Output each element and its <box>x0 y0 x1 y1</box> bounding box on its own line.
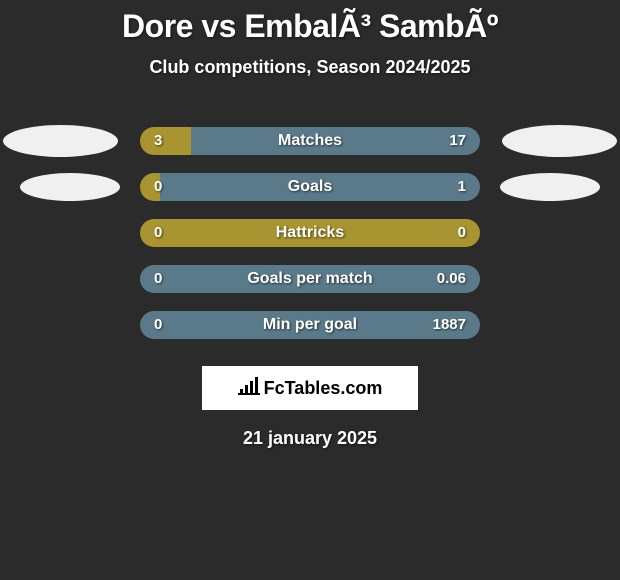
logo-text: FcTables.com <box>238 377 383 400</box>
stat-row: 0Goals1 <box>0 164 620 210</box>
stat-row: 0Goals per match0.06 <box>0 256 620 302</box>
stat-value-right: 0 <box>458 219 466 247</box>
stat-value-right: 1887 <box>433 311 466 339</box>
subtitle: Club competitions, Season 2024/2025 <box>0 57 620 78</box>
stat-value-right: 17 <box>449 127 466 155</box>
stat-bar: 0Hattricks0 <box>140 219 480 247</box>
logo-box: FcTables.com <box>202 366 418 410</box>
player-ellipse-left <box>3 125 118 157</box>
stat-label: Hattricks <box>140 219 480 247</box>
chart-icon <box>238 377 260 400</box>
stat-value-right: 0.06 <box>437 265 466 293</box>
logo-label: FcTables.com <box>264 378 383 399</box>
stat-label: Min per goal <box>140 311 480 339</box>
stat-row: 0Hattricks0 <box>0 210 620 256</box>
stat-row: 3Matches17 <box>0 118 620 164</box>
stat-bar: 0Goals per match0.06 <box>140 265 480 293</box>
stat-label: Goals <box>140 173 480 201</box>
stat-bar: 0Goals1 <box>140 173 480 201</box>
player-ellipse-left <box>20 173 120 201</box>
stat-label: Goals per match <box>140 265 480 293</box>
player-ellipse-right <box>502 125 617 157</box>
stat-label: Matches <box>140 127 480 155</box>
stats-area: 3Matches170Goals10Hattricks00Goals per m… <box>0 118 620 348</box>
player-ellipse-right <box>500 173 600 201</box>
stat-value-right: 1 <box>458 173 466 201</box>
page-title: Dore vs EmbalÃ³ SambÃº <box>0 8 620 45</box>
comparison-card: Dore vs EmbalÃ³ SambÃº Club competitions… <box>0 0 620 449</box>
date-label: 21 january 2025 <box>0 428 620 449</box>
stat-row: 0Min per goal1887 <box>0 302 620 348</box>
stat-bar: 0Min per goal1887 <box>140 311 480 339</box>
stat-bar: 3Matches17 <box>140 127 480 155</box>
